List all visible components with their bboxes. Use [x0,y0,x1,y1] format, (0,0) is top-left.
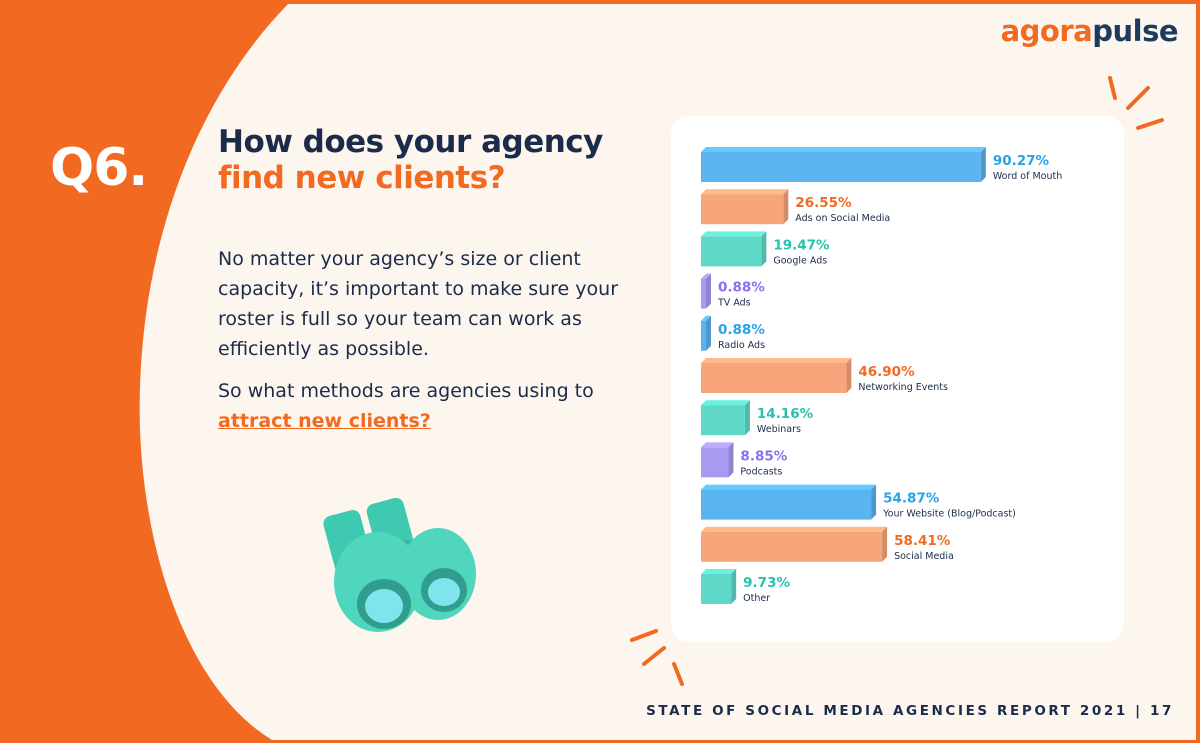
title-line-2: find new clients? [218,160,506,196]
category-label-radio-ads: Radio Ads [718,340,765,351]
question-number: Q6. [50,138,148,198]
bar-networking-events [701,363,847,393]
value-label-your-website-blog-podcast: 54.87% [883,491,940,507]
bar-side-webinars [744,400,750,436]
attract-new-clients-link[interactable]: attract new clients? [218,410,431,432]
value-label-networking-events: 46.90% [858,364,915,380]
bar-other [701,574,732,604]
value-label-ads-on-social-media: 26.55% [795,195,852,211]
bar-top-google-ads [701,231,767,237]
bar-top-tv-ads [701,273,711,279]
bar-top-podcasts [701,442,734,448]
bar-social-media [701,531,883,562]
page-title: How does your agency find new clients? [218,124,603,196]
category-label-networking-events: Networking Events [858,382,948,393]
category-label-tv-ads: TV Ads [717,298,751,309]
category-label-your-website-blog-podcast: Your Website (Blog/Podcast) [882,509,1016,520]
bar-side-social-media [882,526,888,562]
category-label-google-ads: Google Ads [773,255,827,266]
bar-top-social-media [701,526,888,532]
body-text: No matter your agency’s size or client c… [218,244,638,448]
bar-side-podcasts [728,442,734,478]
bar-side-radio-ads [706,315,711,351]
bar-top-ads-on-social-media [701,189,789,195]
title-line-1: How does your agency [218,124,603,160]
category-label-ads-on-social-media: Ads on Social Media [795,213,890,224]
bar-top-other [701,569,737,574]
bar-side-your-website-blog-podcast [871,484,877,520]
bar-top-networking-events [701,358,852,363]
value-label-podcasts: 8.85% [740,448,787,464]
bar-side-networking-events [846,358,852,393]
bar-radio-ads [701,320,706,351]
value-label-other: 9.73% [743,575,790,591]
category-label-social-media: Social Media [894,551,954,562]
bar-top-radio-ads [701,315,711,321]
value-label-word-of-mouth: 90.27% [993,153,1050,169]
bar-side-word-of-mouth [980,147,986,182]
category-label-word-of-mouth: Word of Mouth [993,171,1062,182]
body-paragraph-2: So what methods are agencies using to at… [218,376,638,436]
category-label-podcasts: Podcasts [740,466,782,477]
body-paragraph-2-text: So what methods are agencies using to [218,380,594,402]
footer-report-title: STATE OF SOCIAL MEDIA AGENCIES REPORT 20… [646,703,1174,719]
bar-podcasts [701,447,729,478]
category-label-other: Other [743,593,770,604]
bar-side-ads-on-social-media [783,189,789,225]
value-label-social-media: 58.41% [894,533,951,549]
bar-side-google-ads [761,231,767,267]
bar-top-your-website-blog-podcast [701,484,877,490]
value-label-google-ads: 19.47% [773,237,830,253]
bar-google-ads [701,236,762,267]
agency-client-acquisition-bar-chart: 90.27% Word of Mouth 26.55% Ads on Social M… [701,147,1062,604]
bar-word-of-mouth [701,152,981,182]
bar-tv-ads [701,278,706,309]
bar-webinars [701,405,745,436]
agorapulse-logo: agorapulse [1000,14,1179,48]
bar-your-website-blog-podcast [701,489,872,520]
value-label-radio-ads: 0.88% [718,322,765,338]
bar-top-word-of-mouth [701,147,986,152]
value-label-tv-ads: 0.88% [718,280,765,296]
category-label-webinars: Webinars [757,424,801,435]
body-paragraph-1: No matter your agency’s size or client c… [218,248,619,360]
value-label-webinars: 14.16% [757,406,814,422]
bar-top-webinars [701,400,750,406]
bar-side-tv-ads [706,273,711,309]
bar-ads-on-social-media [701,194,784,225]
bar-side-other [731,569,737,604]
